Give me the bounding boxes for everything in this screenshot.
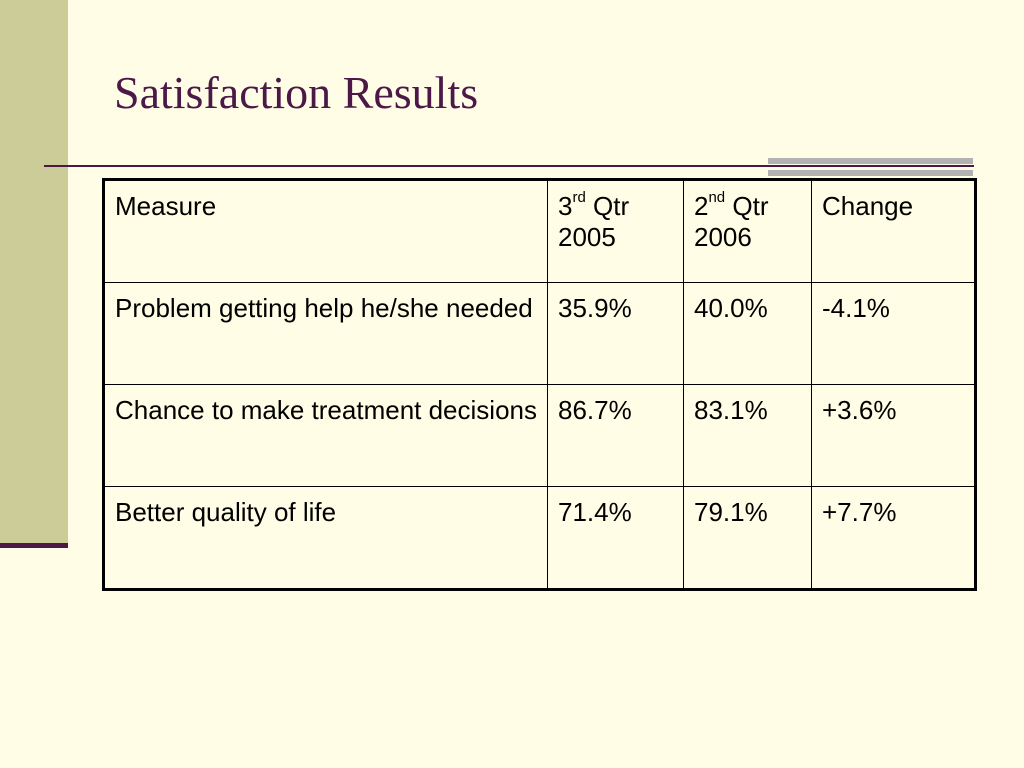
decorative-side-bar-underline <box>0 543 68 548</box>
cell-measure: Problem getting help he/she needed <box>103 282 548 385</box>
accent-bar-top <box>768 158 973 164</box>
header-q2-2006-qtr: Qtr <box>725 191 769 221</box>
header-measure: Measure <box>103 179 548 283</box>
header-q3-2005: 3rd Qtr 2005 <box>547 179 684 283</box>
cell-q2-2006: 79.1% <box>683 486 812 590</box>
header-q3-2005-year: 2005 <box>558 222 616 253</box>
table-row: Better quality of life 71.4% 79.1% +7.7% <box>103 486 976 590</box>
cell-measure: Chance to make treatment decisions <box>103 384 548 487</box>
cell-q3-2005: 71.4% <box>547 486 684 590</box>
header-q2-2006-suffix: nd <box>708 189 726 206</box>
header-q2-2006-num: 2 <box>694 191 709 221</box>
table-row: Chance to make treatment decisions 86.7%… <box>103 384 976 487</box>
cell-q3-2005: 35.9% <box>547 282 684 385</box>
header-q3-2005-num: 3 <box>558 191 573 221</box>
cell-change: +3.6% <box>811 384 976 487</box>
cell-q3-2005: 86.7% <box>547 384 684 487</box>
slide-title: Satisfaction Results <box>114 67 479 118</box>
satisfaction-table: Measure 3rd Qtr 2005 2nd Qtr 2006 Change P… <box>102 178 977 591</box>
header-q2-2006-year: 2006 <box>694 222 752 253</box>
table-header-row: Measure 3rd Qtr 2005 2nd Qtr 2006 Change <box>103 179 976 283</box>
cell-change: +7.7% <box>811 486 976 590</box>
cell-q2-2006: 83.1% <box>683 384 812 487</box>
header-q3-2005-qtr: Qtr <box>585 191 630 221</box>
cell-q2-2006: 40.0% <box>683 282 812 385</box>
header-change: Change <box>811 179 976 283</box>
title-divider <box>44 165 974 167</box>
table-row: Problem getting help he/she needed 35.9%… <box>103 282 976 385</box>
cell-measure: Better quality of life <box>103 486 548 590</box>
header-q2-2006: 2nd Qtr 2006 <box>683 179 812 283</box>
header-q3-2005-suffix: rd <box>572 189 586 206</box>
decorative-side-bar <box>0 0 68 543</box>
cell-change: -4.1% <box>811 282 976 385</box>
accent-bar-bottom <box>768 170 973 176</box>
